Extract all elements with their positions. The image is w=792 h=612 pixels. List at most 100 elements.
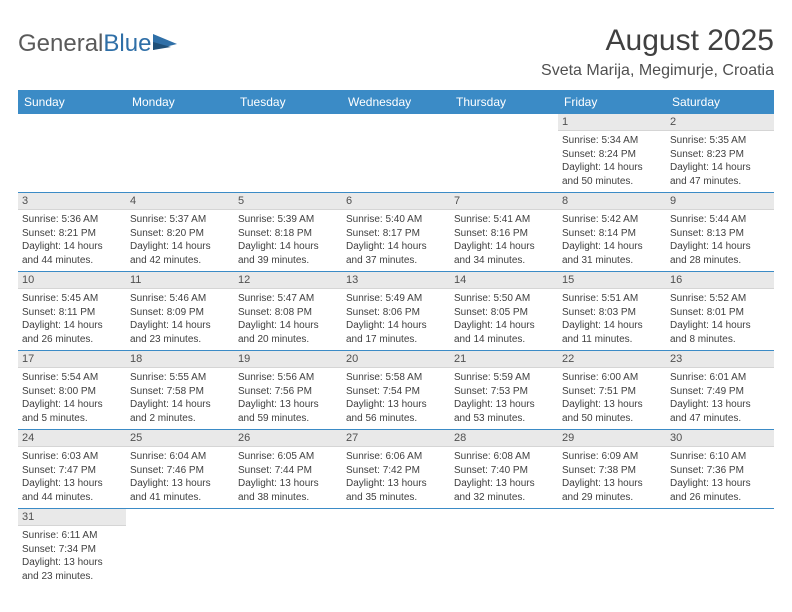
daylight-text: Daylight: 14 hours and 47 minutes. <box>670 161 770 188</box>
daylight-text: Daylight: 13 hours and 29 minutes. <box>562 477 662 504</box>
sunset-text: Sunset: 8:23 PM <box>670 148 770 162</box>
daylight-text: Daylight: 14 hours and 31 minutes. <box>562 240 662 267</box>
calendar-day-cell: 10Sunrise: 5:45 AMSunset: 8:11 PMDayligh… <box>18 272 126 351</box>
day-number: 4 <box>126 193 234 210</box>
day-body: Sunrise: 6:11 AMSunset: 7:34 PMDaylight:… <box>18 526 126 587</box>
sunset-text: Sunset: 8:11 PM <box>22 306 122 320</box>
calendar-day-cell: 4Sunrise: 5:37 AMSunset: 8:20 PMDaylight… <box>126 193 234 272</box>
sunrise-text: Sunrise: 6:00 AM <box>562 371 662 385</box>
sunrise-text: Sunrise: 5:36 AM <box>22 213 122 227</box>
daylight-text: Daylight: 14 hours and 26 minutes. <box>22 319 122 346</box>
calendar-day-cell: 3Sunrise: 5:36 AMSunset: 8:21 PMDaylight… <box>18 193 126 272</box>
day-number: 12 <box>234 272 342 289</box>
weekday-header-row: Sunday Monday Tuesday Wednesday Thursday… <box>18 90 774 114</box>
sunset-text: Sunset: 8:21 PM <box>22 227 122 241</box>
day-body: Sunrise: 5:55 AMSunset: 7:58 PMDaylight:… <box>126 368 234 429</box>
sunrise-text: Sunrise: 5:39 AM <box>238 213 338 227</box>
sunset-text: Sunset: 8:24 PM <box>562 148 662 162</box>
day-number: 17 <box>18 351 126 368</box>
sunrise-text: Sunrise: 5:47 AM <box>238 292 338 306</box>
sunset-text: Sunset: 7:49 PM <box>670 385 770 399</box>
day-body: Sunrise: 5:56 AMSunset: 7:56 PMDaylight:… <box>234 368 342 429</box>
daylight-text: Daylight: 14 hours and 8 minutes. <box>670 319 770 346</box>
sunrise-text: Sunrise: 5:40 AM <box>346 213 446 227</box>
location: Sveta Marija, Megimurje, Croatia <box>541 62 774 80</box>
daylight-text: Daylight: 13 hours and 47 minutes. <box>670 398 770 425</box>
sunrise-text: Sunrise: 6:06 AM <box>346 450 446 464</box>
day-body: Sunrise: 6:08 AMSunset: 7:40 PMDaylight:… <box>450 447 558 508</box>
calendar-day-cell: 28Sunrise: 6:08 AMSunset: 7:40 PMDayligh… <box>450 430 558 509</box>
day-body: Sunrise: 5:37 AMSunset: 8:20 PMDaylight:… <box>126 210 234 271</box>
day-number: 18 <box>126 351 234 368</box>
weekday-header: Saturday <box>666 90 774 114</box>
sunset-text: Sunset: 8:14 PM <box>562 227 662 241</box>
day-body: Sunrise: 5:50 AMSunset: 8:05 PMDaylight:… <box>450 289 558 350</box>
day-number: 9 <box>666 193 774 210</box>
day-body: Sunrise: 5:46 AMSunset: 8:09 PMDaylight:… <box>126 289 234 350</box>
sunset-text: Sunset: 7:40 PM <box>454 464 554 478</box>
day-body: Sunrise: 5:34 AMSunset: 8:24 PMDaylight:… <box>558 131 666 192</box>
sunset-text: Sunset: 8:09 PM <box>130 306 230 320</box>
daylight-text: Daylight: 14 hours and 20 minutes. <box>238 319 338 346</box>
sunrise-text: Sunrise: 5:50 AM <box>454 292 554 306</box>
calendar-day-cell: 16Sunrise: 5:52 AMSunset: 8:01 PMDayligh… <box>666 272 774 351</box>
daylight-text: Daylight: 13 hours and 41 minutes. <box>130 477 230 504</box>
calendar-day-cell: 20Sunrise: 5:58 AMSunset: 7:54 PMDayligh… <box>342 351 450 430</box>
calendar-day-cell: 25Sunrise: 6:04 AMSunset: 7:46 PMDayligh… <box>126 430 234 509</box>
calendar-day-cell: 11Sunrise: 5:46 AMSunset: 8:09 PMDayligh… <box>126 272 234 351</box>
sunset-text: Sunset: 8:13 PM <box>670 227 770 241</box>
sunset-text: Sunset: 7:38 PM <box>562 464 662 478</box>
calendar-empty-cell <box>234 114 342 193</box>
calendar-empty-cell <box>450 114 558 193</box>
calendar-body: 1Sunrise: 5:34 AMSunset: 8:24 PMDaylight… <box>18 114 774 587</box>
day-body: Sunrise: 5:47 AMSunset: 8:08 PMDaylight:… <box>234 289 342 350</box>
calendar-day-cell: 21Sunrise: 5:59 AMSunset: 7:53 PMDayligh… <box>450 351 558 430</box>
daylight-text: Daylight: 14 hours and 28 minutes. <box>670 240 770 267</box>
day-number: 16 <box>666 272 774 289</box>
sunset-text: Sunset: 8:08 PM <box>238 306 338 320</box>
day-number: 24 <box>18 430 126 447</box>
day-body: Sunrise: 5:41 AMSunset: 8:16 PMDaylight:… <box>450 210 558 271</box>
sunrise-text: Sunrise: 6:11 AM <box>22 529 122 543</box>
sunrise-text: Sunrise: 5:42 AM <box>562 213 662 227</box>
day-body: Sunrise: 5:45 AMSunset: 8:11 PMDaylight:… <box>18 289 126 350</box>
calendar-day-cell: 15Sunrise: 5:51 AMSunset: 8:03 PMDayligh… <box>558 272 666 351</box>
day-body: Sunrise: 5:39 AMSunset: 8:18 PMDaylight:… <box>234 210 342 271</box>
day-body: Sunrise: 5:51 AMSunset: 8:03 PMDaylight:… <box>558 289 666 350</box>
sunset-text: Sunset: 7:36 PM <box>670 464 770 478</box>
calendar-table: Sunday Monday Tuesday Wednesday Thursday… <box>18 90 774 587</box>
sunset-text: Sunset: 7:42 PM <box>346 464 446 478</box>
day-body: Sunrise: 5:42 AMSunset: 8:14 PMDaylight:… <box>558 210 666 271</box>
sunset-text: Sunset: 7:46 PM <box>130 464 230 478</box>
weekday-header: Friday <box>558 90 666 114</box>
sunrise-text: Sunrise: 5:58 AM <box>346 371 446 385</box>
calendar-empty-cell <box>234 509 342 588</box>
sunrise-text: Sunrise: 5:54 AM <box>22 371 122 385</box>
calendar-day-cell: 12Sunrise: 5:47 AMSunset: 8:08 PMDayligh… <box>234 272 342 351</box>
daylight-text: Daylight: 14 hours and 23 minutes. <box>130 319 230 346</box>
calendar-week-row: 1Sunrise: 5:34 AMSunset: 8:24 PMDaylight… <box>18 114 774 193</box>
sunrise-text: Sunrise: 5:41 AM <box>454 213 554 227</box>
calendar-week-row: 3Sunrise: 5:36 AMSunset: 8:21 PMDaylight… <box>18 193 774 272</box>
sunset-text: Sunset: 7:53 PM <box>454 385 554 399</box>
sunrise-text: Sunrise: 5:35 AM <box>670 134 770 148</box>
daylight-text: Daylight: 13 hours and 35 minutes. <box>346 477 446 504</box>
daylight-text: Daylight: 14 hours and 2 minutes. <box>130 398 230 425</box>
calendar-day-cell: 6 Sunrise: 5:40 AMSunset: 8:17 PMDaylight… <box>342 193 450 272</box>
calendar-empty-cell <box>126 114 234 193</box>
sunset-text: Sunset: 8:16 PM <box>454 227 554 241</box>
calendar-day-cell: 13Sunrise: 5:49 AMSunset: 8:06 PMDayligh… <box>342 272 450 351</box>
calendar-day-cell: 18Sunrise: 5:55 AMSunset: 7:58 PMDayligh… <box>126 351 234 430</box>
daylight-text: Daylight: 14 hours and 42 minutes. <box>130 240 230 267</box>
calendar-empty-cell <box>18 114 126 193</box>
day-number: 6 <box>342 193 450 210</box>
calendar-day-cell: 9Sunrise: 5:44 AMSunset: 8:13 PMDaylight… <box>666 193 774 272</box>
day-body: Sunrise: 6:09 AMSunset: 7:38 PMDaylight:… <box>558 447 666 508</box>
day-number: 29 <box>558 430 666 447</box>
calendar-empty-cell <box>558 509 666 588</box>
sunrise-text: Sunrise: 6:04 AM <box>130 450 230 464</box>
daylight-text: Daylight: 14 hours and 37 minutes. <box>346 240 446 267</box>
sunrise-text: Sunrise: 5:49 AM <box>346 292 446 306</box>
sunset-text: Sunset: 8:17 PM <box>346 227 446 241</box>
daylight-text: Daylight: 13 hours and 32 minutes. <box>454 477 554 504</box>
